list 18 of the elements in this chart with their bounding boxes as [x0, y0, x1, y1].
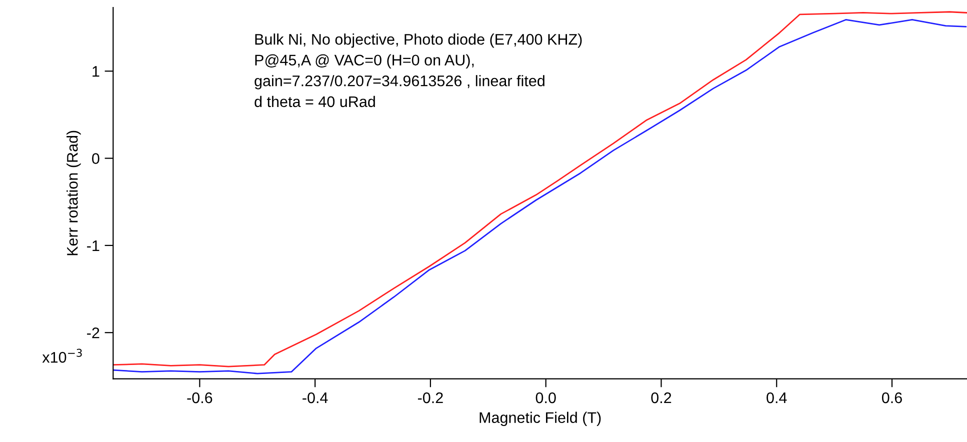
annotation: gain=7.237/0.207=34.9613526 , linear fited [254, 75, 544, 90]
x-tick-label: 0.0 [536, 392, 556, 404]
y-tick-label: 1 [92, 66, 100, 77]
x-tick-label: 0.2 [651, 392, 672, 404]
x-tick-label: -0.4 [302, 392, 328, 404]
text: x10$^{−3}$ [42, 348, 82, 363]
x-axis-title: Magnetic Field (T) [480, 412, 601, 426]
y-axis-title: Kerr rotation (Rad) [66, 130, 81, 256]
x-tick-label: -0.2 [418, 392, 443, 404]
x-tick-label: -0.6 [187, 392, 212, 404]
y-tick-label: 0 [92, 153, 100, 164]
x-tick-label: 0.4 [766, 392, 787, 404]
y-tick-label: -2 [87, 327, 100, 338]
annotation: Bulk Ni, No objective, Photo diode (E7,400 KHZ) [255, 34, 582, 48]
annotation: d theta = 40 uRad [254, 96, 375, 108]
y-tick-label: -1 [87, 240, 100, 251]
annotation: P@45,A @ VAC=0 (H=0 on AU), [255, 54, 474, 69]
x-tick-label: 0.6 [882, 392, 902, 404]
